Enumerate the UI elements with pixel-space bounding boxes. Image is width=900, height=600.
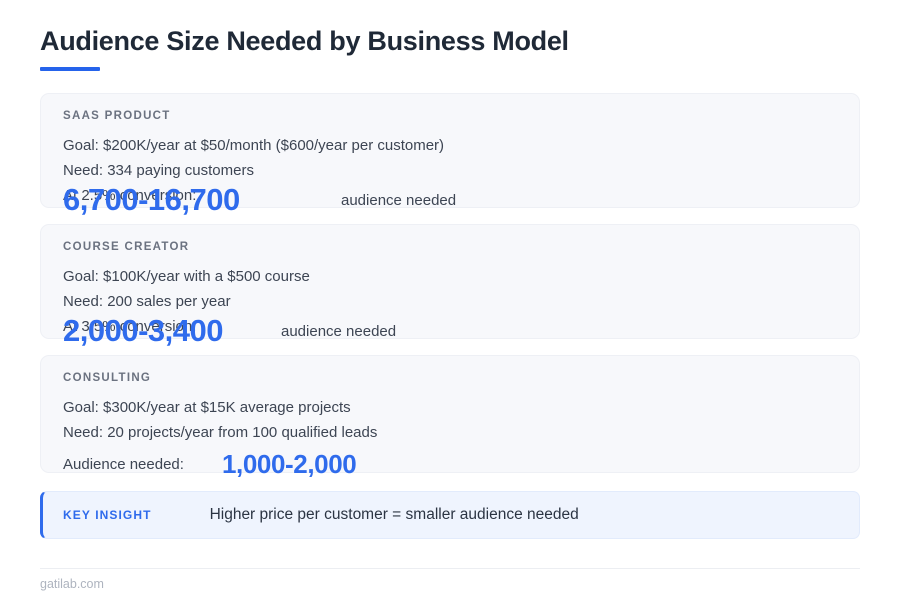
card-audience-caption: audience needed (341, 192, 457, 210)
key-insight-label: KEY INSIGHT (63, 508, 152, 523)
card-goal-line: Goal: $100K/year with a $500 course (63, 268, 310, 286)
footer: gatilab.com (40, 568, 860, 591)
card-goal-line: Goal: $300K/year at $15K average project… (63, 399, 351, 417)
title-block: Audience Size Needed by Business Model (40, 26, 860, 72)
card-consulting: CONSULTING Goal: $300K/year at $15K aver… (40, 355, 860, 479)
card-label: COURSE CREATOR (63, 241, 190, 254)
card-conversion-line: At 2.5% conversion: (63, 187, 197, 205)
card-need-line: Need: 200 sales per year (63, 293, 231, 311)
card-conversion-line: At 3.5% conversion: (63, 318, 197, 336)
card-label: SAAS PRODUCT (63, 110, 171, 123)
key-insight-text: Higher price per customer = smaller audi… (209, 506, 579, 524)
card-audience-figure: 1,000-2,000 (221, 449, 357, 480)
card-audience-figure: 6,700-16,700 (63, 182, 240, 218)
card-list: SAAS PRODUCT Goal: $200K/year at $50/mon… (40, 93, 860, 479)
card-need-line: Need: 334 paying customers (63, 162, 254, 180)
card-label: CONSULTING (63, 372, 152, 385)
card-course-creator: COURSE CREATOR Goal: $100K/year with a $… (40, 224, 860, 346)
card-audience-figure: 2,000-3,400 (63, 313, 223, 349)
key-insight-banner: KEY INSIGHT Higher price per customer = … (40, 491, 860, 540)
card-audience-caption: audience needed (281, 323, 397, 341)
card-audience-row: Audience needed: 1,000-2,000 (63, 445, 837, 480)
footer-source: gatilab.com (40, 577, 104, 591)
footer-divider (40, 568, 860, 569)
card-saas-product: SAAS PRODUCT Goal: $200K/year at $50/mon… (40, 93, 860, 215)
card-need-line: Need: 20 projects/year from 100 qualifie… (63, 424, 378, 442)
card-audience-label: Audience needed: (63, 456, 184, 474)
title-accent-rule (40, 67, 100, 72)
card-goal-line: Goal: $200K/year at $50/month ($600/year… (63, 137, 445, 155)
page-title: Audience Size Needed by Business Model (40, 26, 569, 56)
